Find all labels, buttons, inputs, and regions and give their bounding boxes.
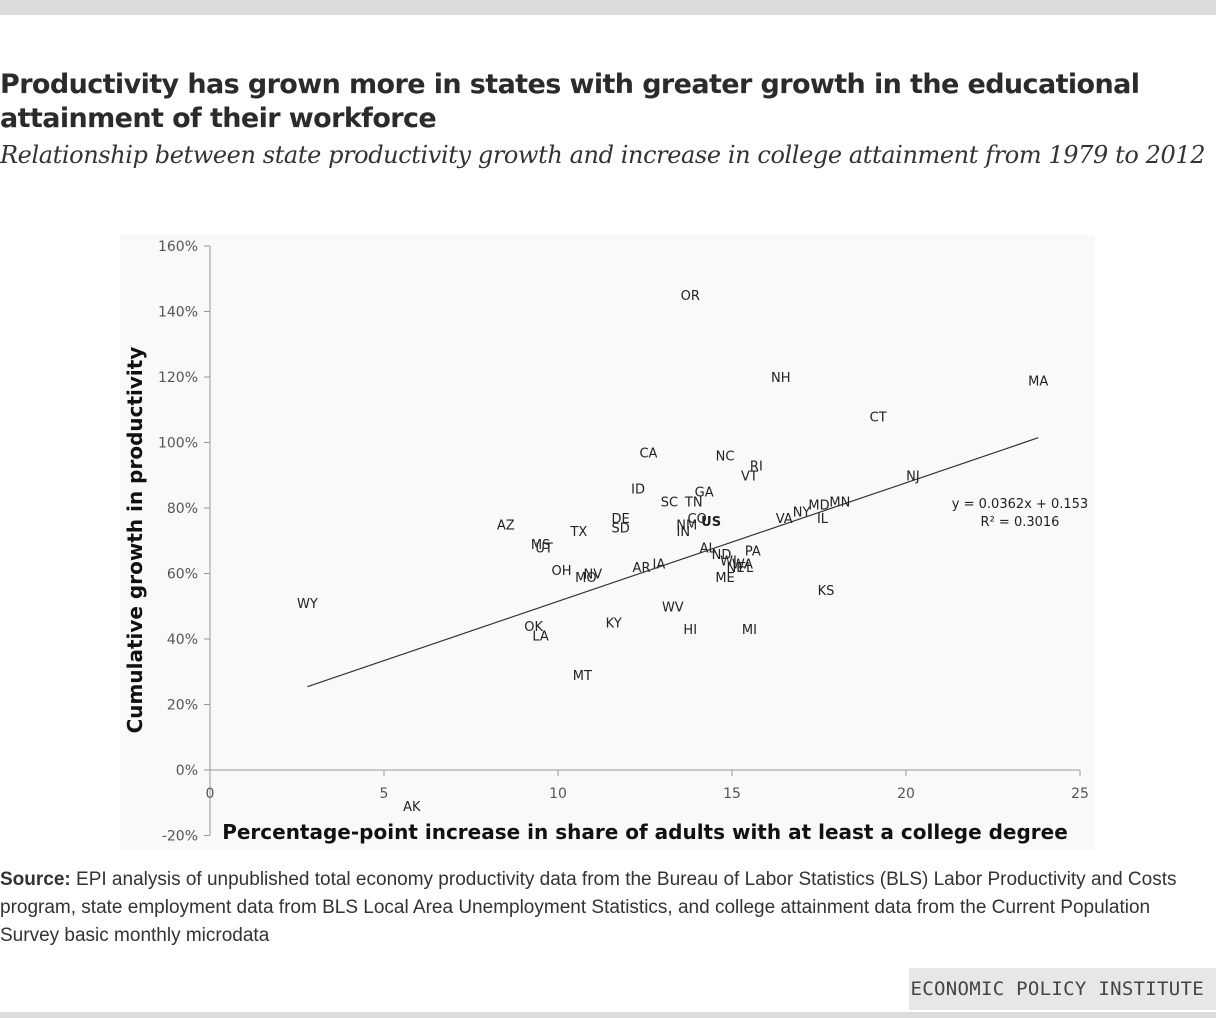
data-point-id: ID — [631, 482, 645, 497]
data-point-nh: NH — [771, 371, 791, 386]
data-point-ct: CT — [870, 410, 887, 425]
data-point-mn: MN — [829, 495, 850, 510]
chart-title: Productivity has grown more in states wi… — [0, 69, 1140, 134]
data-point-nm: NM — [676, 518, 697, 533]
data-point-wi: WI — [720, 554, 737, 569]
source-label: Source: — [0, 869, 71, 890]
data-point-or: OR — [681, 289, 700, 304]
data-point-al: AL — [700, 541, 717, 556]
brand-name: ECONOMIC POLICY INSTITUTE — [910, 978, 1204, 1000]
trendline-r-squared: R² = 0.3016 — [981, 515, 1060, 530]
data-point-nc: NC — [716, 450, 735, 465]
source-note: Source: EPI analysis of unpublished tota… — [0, 866, 1210, 950]
data-point-wa: WA — [732, 558, 753, 573]
x-tick-label: 20 — [897, 786, 915, 802]
data-point-ia: IA — [653, 558, 666, 573]
trendline-equation: y = 0.0362x + 0.153 — [952, 497, 1088, 512]
trendline — [307, 437, 1039, 688]
y-tick-label: 40% — [167, 632, 198, 648]
data-point-ny: NY — [793, 505, 811, 520]
y-tick-label: 160% — [158, 239, 198, 255]
data-point-hi: HI — [683, 623, 697, 638]
top-bar — [0, 0, 1216, 15]
data-point-ca: CA — [639, 446, 657, 461]
data-point-ri: RI — [750, 459, 763, 474]
data-point-ak: AK — [403, 800, 421, 815]
data-point-il: IL — [817, 512, 829, 527]
data-point-wv: WV — [662, 600, 684, 615]
data-point-us: US — [701, 515, 721, 530]
bottom-bar — [0, 1012, 1216, 1018]
y-tick-label: 0% — [176, 763, 198, 779]
x-tick-label: 25 — [1071, 786, 1089, 802]
data-point-mt: MT — [573, 669, 592, 684]
data-point-ut: UT — [535, 541, 553, 556]
data-point-ga: GA — [695, 486, 714, 501]
data-point-me: ME — [715, 571, 734, 586]
x-tick-label: 10 — [549, 786, 567, 802]
data-point-ky: KY — [606, 617, 622, 632]
data-point-ms: MS — [531, 538, 550, 553]
data-point-nj: NJ — [906, 469, 920, 484]
data-point-fl: FL — [739, 561, 754, 576]
data-point-vt: VT — [741, 469, 758, 484]
axes: -20% 0% 20% 40% 60% 80% 100% 120% 140% 160% 0 5 10 15… — [158, 239, 1089, 845]
data-point-pa: PA — [745, 545, 761, 560]
data-point-co: CO — [688, 512, 707, 527]
data-point-in: IN — [676, 525, 690, 540]
data-point-ok: OK — [524, 620, 543, 635]
y-axis-title: Cumulative growth in productivity — [123, 347, 147, 734]
data-point-nv: NV — [583, 568, 602, 583]
y-tick-label: 20% — [167, 698, 198, 714]
source-text: EPI analysis of unpublished total econom… — [0, 869, 1177, 946]
y-tick-label: 80% — [167, 501, 198, 517]
data-point-ne: NE — [727, 561, 745, 576]
plot-background — [120, 235, 1095, 850]
trendline-line — [307, 437, 1039, 688]
data-point-tx: TX — [569, 525, 587, 540]
y-tick-label: 100% — [158, 436, 198, 452]
x-tick-label: 15 — [723, 786, 741, 802]
data-point-az: AZ — [497, 518, 515, 533]
data-point-de: DE — [612, 512, 630, 527]
y-tick-label: -20% — [162, 829, 198, 845]
data-point-tn: TN — [684, 495, 703, 510]
data-point-wy: WY — [297, 597, 318, 612]
data-point-md: MD — [808, 499, 829, 514]
data-point-va: VA — [776, 512, 793, 527]
y-tick-label: 140% — [158, 305, 198, 321]
brand-badge: ECONOMIC POLICY INSTITUTE — [909, 968, 1216, 1010]
data-point-ar: AR — [633, 561, 651, 576]
x-tick-label: 5 — [380, 786, 389, 802]
x-axis-title: Percentage-point increase in share of ad… — [222, 820, 1068, 844]
data-point-ma: MA — [1028, 374, 1048, 389]
scatter-chart: -20% 0% 20% 40% 60% 80% 100% 120% 140% 160% 0 5 10 15… — [120, 235, 1095, 850]
data-point-nd: ND — [712, 548, 732, 563]
data-point-sc: SC — [661, 495, 678, 510]
chart-subtitle: Relationship between state productivity … — [0, 141, 1206, 169]
data-point-la: LA — [532, 630, 549, 645]
data-point-mo: MO — [575, 571, 596, 586]
y-tick-label: 60% — [167, 567, 198, 583]
data-point-mi: MI — [742, 623, 757, 638]
data-point-sd: SD — [612, 522, 630, 537]
data-point-oh: OH — [551, 564, 571, 579]
data-point-ks: KS — [818, 584, 835, 599]
y-tick-label: 120% — [158, 370, 198, 386]
x-tick-label: 0 — [206, 786, 215, 802]
